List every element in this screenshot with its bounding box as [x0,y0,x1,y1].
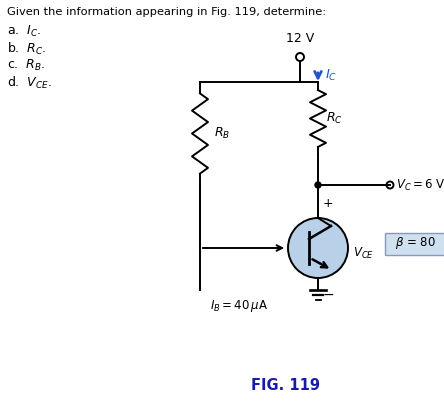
Text: $I_C$: $I_C$ [325,67,337,83]
Text: $R_C$: $R_C$ [326,110,343,126]
Text: +: + [323,197,333,210]
Text: $R_B$: $R_B$ [214,126,230,140]
Circle shape [288,218,348,278]
Text: b.  $R_C$.: b. $R_C$. [7,41,47,57]
Text: d.  $V_{CE}$.: d. $V_{CE}$. [7,75,52,91]
Text: c.  $R_B$.: c. $R_B$. [7,58,45,73]
Text: $V_{CE}$: $V_{CE}$ [353,245,374,261]
Text: −: − [323,288,335,302]
FancyBboxPatch shape [385,233,444,255]
Text: a.  $I_C$.: a. $I_C$. [7,24,41,39]
Text: $V_C = 6$ V: $V_C = 6$ V [396,178,444,192]
Text: $\beta$ = 80: $\beta$ = 80 [395,235,436,251]
Text: Given the information appearing in Fig. 119, determine:: Given the information appearing in Fig. … [7,7,326,17]
Text: FIG. 119: FIG. 119 [250,377,320,393]
Text: 12 V: 12 V [286,32,314,45]
Text: $I_B = 40\,\mu$A: $I_B = 40\,\mu$A [210,298,268,314]
Circle shape [315,182,321,188]
